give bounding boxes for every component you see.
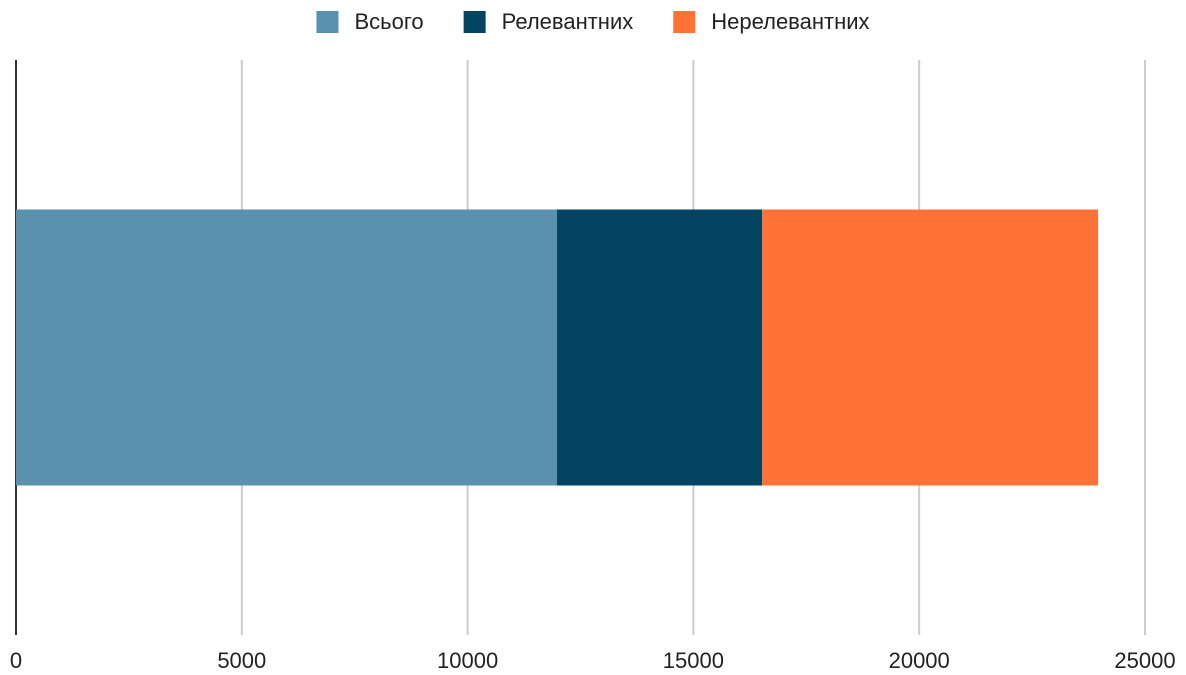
bar-segment	[16, 209, 558, 486]
x-tick-label: 5000	[217, 648, 266, 673]
x-tick-label: 20000	[889, 648, 950, 673]
legend-label: Нерелевантних	[711, 9, 869, 34]
legend-label: Релевантних	[502, 9, 634, 34]
bar-segment	[557, 209, 763, 486]
legend-label: Всього	[354, 9, 423, 34]
x-tick-label: 15000	[663, 648, 724, 673]
legend-swatch	[673, 11, 696, 33]
bar-segment	[762, 209, 1099, 486]
x-tick-label: 0	[10, 648, 22, 673]
legend-swatch	[316, 11, 339, 33]
x-tick-label: 25000	[1114, 648, 1175, 673]
x-tick-label: 10000	[437, 648, 498, 673]
legend-swatch	[463, 11, 486, 33]
